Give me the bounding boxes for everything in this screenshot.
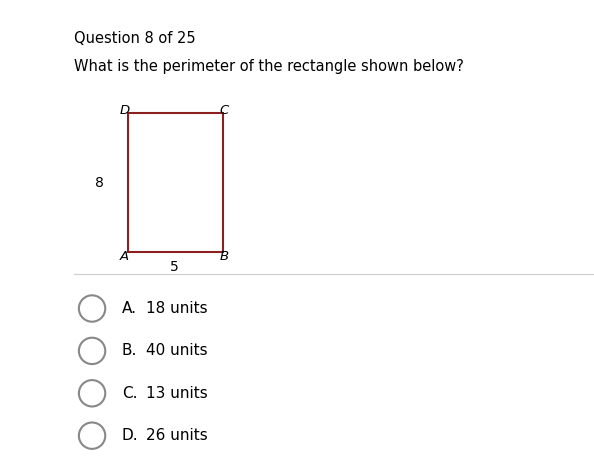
Text: C.: C. bbox=[122, 386, 137, 401]
Text: 8: 8 bbox=[95, 176, 104, 190]
Text: B: B bbox=[220, 250, 229, 263]
Text: Question 8 of 25: Question 8 of 25 bbox=[74, 31, 196, 46]
Text: 40 units: 40 units bbox=[146, 343, 207, 358]
Text: What is the perimeter of the rectangle shown below?: What is the perimeter of the rectangle s… bbox=[74, 59, 464, 74]
Text: C: C bbox=[220, 104, 229, 117]
Text: D.: D. bbox=[122, 428, 138, 443]
Text: 13 units: 13 units bbox=[146, 386, 207, 401]
Text: A.: A. bbox=[122, 301, 137, 316]
Text: B.: B. bbox=[122, 343, 137, 358]
Text: 5: 5 bbox=[170, 260, 178, 274]
Text: 26 units: 26 units bbox=[146, 428, 207, 443]
Text: A: A bbox=[120, 250, 129, 263]
Text: 18 units: 18 units bbox=[146, 301, 207, 316]
Text: D: D bbox=[119, 104, 130, 117]
